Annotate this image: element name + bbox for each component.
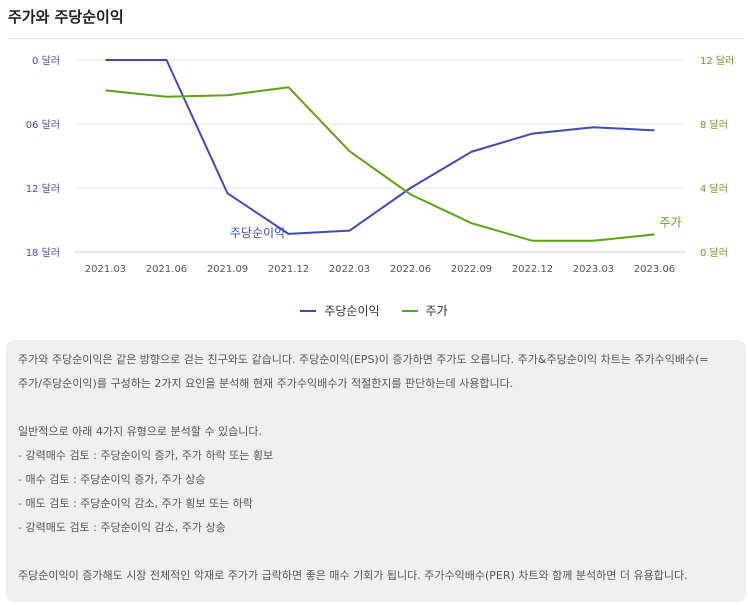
- x-tick-label: 2023.06: [634, 264, 675, 275]
- legend-label-eps: 주당순이익: [324, 304, 380, 318]
- line-chart: 0 달러 12 달러 06 달러 8 달러 12 달러 4 달러 18 달러 0 달러 2021…: [26, 55, 735, 275]
- x-tick-label: 2022.09: [451, 264, 492, 275]
- info-list-item-3: - 매도 검토 : 주당순이익 감소, 주가 횡보 또는 하락: [18, 497, 253, 510]
- right-tick-label: 0 달러: [700, 247, 728, 259]
- left-tick-label: 0 달러: [32, 55, 60, 67]
- info-list-item-2: - 매수 검토 : 주당순이익 증가, 주가 상승: [18, 473, 206, 486]
- title-divider: [8, 38, 744, 39]
- left-tick-label: 06 달러: [26, 119, 60, 131]
- right-tick-label: 12 달러: [700, 55, 734, 67]
- x-tick-label: 2022.06: [390, 264, 431, 275]
- x-tick-label: 2022.03: [329, 264, 370, 275]
- price-series-line: [105, 86, 655, 242]
- legend-label-price: 주가: [425, 304, 448, 318]
- info-paragraph-4: 주당순이익이 증가해도 시장 전체적인 악재로 주가가 급락하면 좋은 매수 기…: [18, 569, 688, 582]
- legend-swatch-eps: [300, 309, 317, 312]
- right-tick-label: 8 달러: [700, 119, 728, 131]
- x-tick-label: 2021.03: [85, 264, 126, 275]
- x-tick-label: 2022.12: [512, 264, 553, 275]
- info-list-item-1: - 강력매수 검토 : 주당순이익 증가, 주가 하락 또는 횡보: [18, 449, 274, 462]
- info-box: 주가와 주당순이익은 같은 방향으로 걷는 친구와도 같습니다. 주당순이익(E…: [6, 340, 746, 602]
- legend-item-price[interactable]: 주가: [401, 302, 448, 319]
- price-series-label: 주가: [659, 215, 681, 229]
- axis-layer: 0 달러 12 달러 06 달러 8 달러 12 달러 4 달러 18 달러 0 달러 2021…: [26, 55, 735, 275]
- info-list-item-4: - 강력매도 검토 : 주당순이익 감소, 주가 상승: [18, 521, 226, 534]
- eps-series-line: [105, 59, 655, 235]
- chart-legend: 주당순이익 주가: [0, 302, 748, 319]
- series-layer: 주당순이익 주가: [105, 59, 682, 242]
- x-tick-label: 2023.03: [573, 264, 614, 275]
- legend-swatch-price: [401, 309, 418, 312]
- left-tick-label: 12 달러: [26, 183, 60, 195]
- grid-layer: [75, 59, 685, 253]
- info-paragraph-3: 일반적으로 아래 4가지 유형으로 분석할 수 있습니다.: [18, 425, 262, 438]
- x-tick-label: 2021.09: [207, 264, 248, 275]
- right-tick-label: 4 달러: [700, 183, 728, 195]
- info-paragraph-2: 주가/주당순이익)를 구성하는 2가지 요인을 분석해 현재 주가수익배수가 적…: [18, 377, 514, 390]
- x-tick-label: 2021.12: [268, 264, 309, 275]
- eps-series-label: 주당순이익: [230, 226, 285, 240]
- chart-title: 주가와 주당순이익: [8, 8, 124, 26]
- legend-item-eps[interactable]: 주당순이익: [300, 302, 380, 319]
- left-tick-label: 18 달러: [26, 247, 60, 259]
- x-tick-label: 2021.06: [146, 264, 187, 275]
- info-paragraph-1: 주가와 주당순이익은 같은 방향으로 걷는 친구와도 같습니다. 주당순이익(E…: [18, 353, 709, 366]
